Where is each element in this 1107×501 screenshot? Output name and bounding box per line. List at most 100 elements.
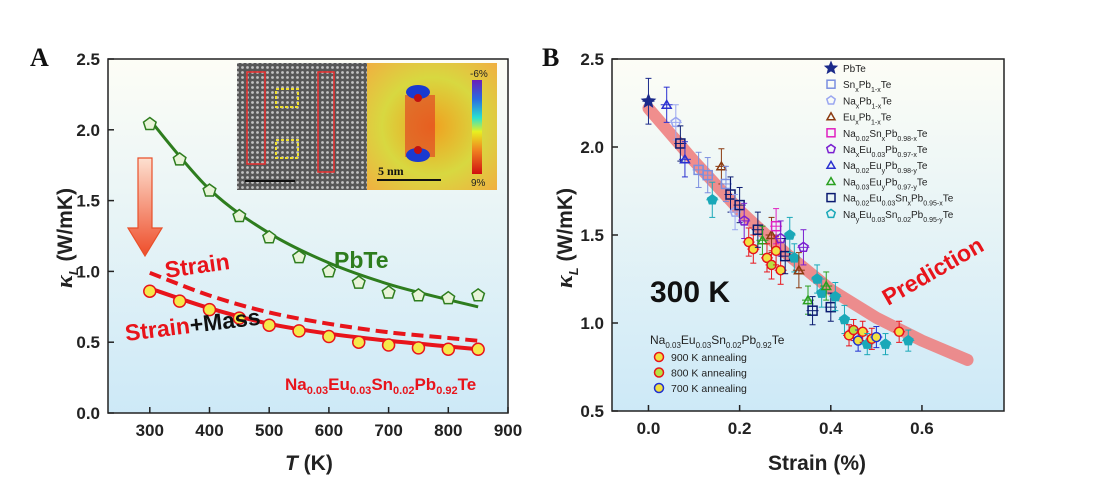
- x-tick-label: 0.6: [910, 419, 934, 438]
- formula-subscript: 0.02: [856, 136, 870, 143]
- pbte-label: PbTe: [334, 247, 389, 273]
- formula-element: Sn: [711, 333, 726, 347]
- formula-element: Pb: [414, 375, 436, 394]
- formula-subscript: 0.03: [696, 341, 712, 350]
- point-marker: [693, 164, 704, 176]
- legend-marker: [823, 60, 839, 75]
- anneal-marker: [653, 351, 665, 363]
- point-marker: [706, 193, 718, 205]
- formula-subscript: 0.03: [350, 385, 371, 397]
- pbte-point: [441, 290, 456, 305]
- formula-element: Na: [843, 194, 856, 205]
- formula-element: Te: [943, 194, 954, 205]
- x-tick-label: 0.4: [819, 419, 843, 438]
- strain-mass-point: [351, 335, 366, 349]
- data-point: [838, 304, 851, 335]
- svg-text:κL (W/mK): κL (W/mK): [52, 188, 81, 288]
- pbte-point: [232, 208, 247, 223]
- point-marker: [788, 251, 800, 263]
- formula-element: Pb: [885, 129, 898, 140]
- pbte-point: [471, 287, 486, 302]
- formula-subscript: 0.03: [307, 385, 328, 397]
- formula-subscript: 0.03: [882, 201, 896, 208]
- y-tick-label: 2.0: [580, 138, 604, 157]
- pbte-point: [351, 275, 366, 289]
- y-tick-label: 0.5: [580, 402, 604, 421]
- inset-strain-map: -6% 9% 5 nm: [367, 63, 497, 190]
- point-marker: [734, 199, 745, 211]
- inset-red-box-left: [246, 71, 266, 165]
- pbte-point: [202, 183, 217, 197]
- point-marker: [802, 294, 814, 305]
- formula-subscript: x: [855, 120, 859, 127]
- formula-element: Sn: [869, 129, 881, 140]
- point-marker: [738, 215, 750, 226]
- formula-subscript: 0.03: [665, 341, 681, 350]
- formula-element: Te: [917, 129, 928, 140]
- formula-subscript: x: [856, 152, 860, 159]
- legend-label: Eux​Pb1-x​Te: [843, 113, 892, 127]
- strain-mass-point: [262, 318, 276, 332]
- point-marker: [748, 243, 759, 255]
- point-marker: [807, 305, 818, 316]
- formula-subscript: 1-x: [871, 87, 881, 94]
- formula-element: Pb: [911, 194, 924, 205]
- y-tick-label: 1.0: [76, 262, 100, 281]
- data-point: [829, 282, 842, 312]
- formula-subscript: 0.98-y: [897, 168, 917, 175]
- point-marker: [775, 232, 787, 244]
- formula-subscript: 0.02: [856, 201, 870, 208]
- legend-label: Snx​Pb1-x​Te: [843, 80, 892, 94]
- formula-subscript: 0.02: [726, 341, 742, 350]
- formula-element: Na: [843, 129, 856, 140]
- legend-label: Na0.02​Snx​Pb0.98-x​Te: [843, 129, 928, 143]
- formula-element: Eu: [869, 161, 881, 172]
- formula-element: Te: [943, 210, 954, 221]
- x-tick-label: 300: [136, 421, 164, 440]
- pbte-point: [321, 263, 337, 278]
- legend-label: Na0.03​Euy​Pb0.97-y​Te: [843, 177, 928, 191]
- legend-marker: [825, 208, 837, 219]
- formula-subscript: 0.92: [436, 385, 457, 397]
- data-point: [788, 243, 801, 273]
- point-marker: [838, 313, 851, 325]
- formula-element: Na: [843, 177, 856, 188]
- point-marker: [770, 245, 782, 257]
- inset-scale-bar-left: [245, 180, 295, 182]
- panel-a: A 300 400 500 600 700 800 900 0.0 0.5 1.0 1.5 2.0 2.…: [30, 43, 522, 475]
- data-point: [806, 296, 819, 326]
- formula-subscript: 0.03: [856, 184, 870, 191]
- formula-subscript: y: [856, 217, 860, 224]
- y-tick-label: 2.5: [76, 50, 100, 69]
- y-tick-label: 0.0: [76, 404, 100, 423]
- point-marker: [816, 287, 828, 298]
- formula-subscript: 0.95-x: [923, 201, 943, 208]
- panel-a-x-axis-title: T (K): [285, 452, 333, 475]
- y-tick-label: 1.0: [580, 314, 604, 333]
- fit-curve-1: [149, 270, 479, 343]
- anneal-label: 900 K annealing: [671, 352, 747, 364]
- point-marker: [702, 169, 713, 181]
- data-point: [692, 151, 705, 188]
- strain-mass-point: [381, 338, 396, 352]
- x-tick-label: 500: [255, 421, 283, 440]
- data-point: [783, 216, 796, 254]
- formula-subscript: x: [855, 87, 859, 94]
- point-marker: [660, 99, 673, 109]
- legend-label: Na0.02​Euy​Pb0.98-y​Te: [843, 161, 928, 175]
- formula-subscript: 0.02: [393, 385, 414, 397]
- panel-a-y-axis-title: κL (W/mK): [52, 188, 81, 288]
- panel-a-axes: 300 400 500 600 700 800 900 0.0 0.5 1.0 1.5 2.0 2.5: [76, 50, 522, 440]
- legend-label: Nax​Eu0.03​Pb0.97-x​Te: [843, 145, 928, 159]
- prediction-band: [642, 102, 974, 366]
- inset-scale-label: 5 nm: [378, 164, 404, 178]
- data-point: [879, 333, 892, 356]
- strain-mass-point: [441, 342, 456, 357]
- anneal-label: 700 K annealing: [671, 383, 747, 395]
- x-tick-label: 900: [494, 421, 522, 440]
- decrease-arrow-icon: [126, 157, 164, 258]
- formula-element: PbTe: [843, 64, 866, 75]
- panel-b-label: B: [542, 43, 559, 72]
- panel-b: B 0.00.20.40.60.51.01.52.02.5 PbTeSnx​Pb…: [542, 43, 1005, 475]
